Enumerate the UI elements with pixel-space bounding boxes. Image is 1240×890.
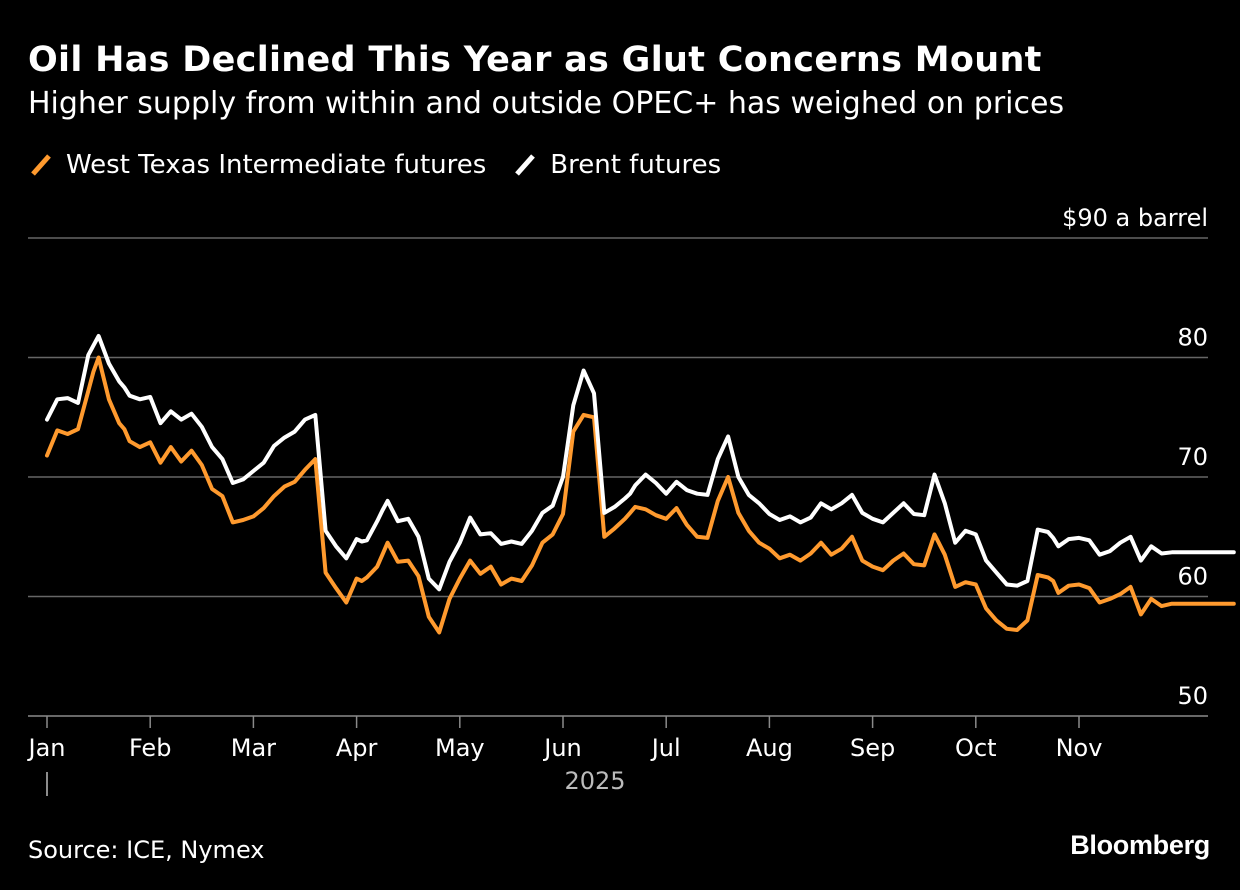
legend: West Texas Intermediate futures Brent fu… bbox=[28, 150, 747, 180]
year-label: 2025 bbox=[564, 767, 625, 795]
wti-legend-swatch-icon bbox=[31, 154, 51, 176]
series-line-brent bbox=[45, 334, 1236, 592]
x-tick-label-may: May bbox=[435, 734, 485, 762]
legend-item-brent: Brent futures bbox=[512, 150, 721, 180]
chart-subtitle: Higher supply from within and outside OP… bbox=[28, 86, 1065, 121]
bloomberg-logo: Bloomberg bbox=[1070, 830, 1210, 860]
x-tick-label-sep: Sep bbox=[850, 734, 895, 762]
y-tick-label-70: 70 bbox=[1177, 443, 1208, 471]
chart-title: Oil Has Declined This Year as Glut Conce… bbox=[28, 40, 1042, 80]
x-tick-label-nov: Nov bbox=[1056, 734, 1103, 762]
x-tick-label-feb: Feb bbox=[129, 734, 172, 762]
y-tick-label-60: 60 bbox=[1177, 563, 1208, 591]
x-tick-label-jan: Jan bbox=[27, 734, 66, 762]
x-tick-label-aug: Aug bbox=[746, 734, 793, 762]
y-tick-label-90: $90 a barrel bbox=[1062, 204, 1208, 232]
series-line-wti bbox=[45, 355, 1236, 635]
legend-item-wti: West Texas Intermediate futures bbox=[28, 150, 486, 180]
y-tick-label-80: 80 bbox=[1177, 324, 1208, 352]
brent-legend-swatch-icon bbox=[515, 154, 536, 176]
y-tick-label-50: 50 bbox=[1177, 682, 1208, 710]
x-tick-label-jun: Jun bbox=[542, 734, 582, 762]
x-tick-label-apr: Apr bbox=[336, 734, 378, 762]
legend-label-brent: Brent futures bbox=[550, 150, 722, 180]
source-note: Source: ICE, Nymex bbox=[28, 836, 265, 864]
x-tick-label-mar: Mar bbox=[231, 734, 276, 762]
legend-label-wti: West Texas Intermediate futures bbox=[66, 150, 487, 180]
x-tick-label-jul: Jul bbox=[650, 734, 681, 762]
x-tick-label-oct: Oct bbox=[955, 734, 997, 762]
